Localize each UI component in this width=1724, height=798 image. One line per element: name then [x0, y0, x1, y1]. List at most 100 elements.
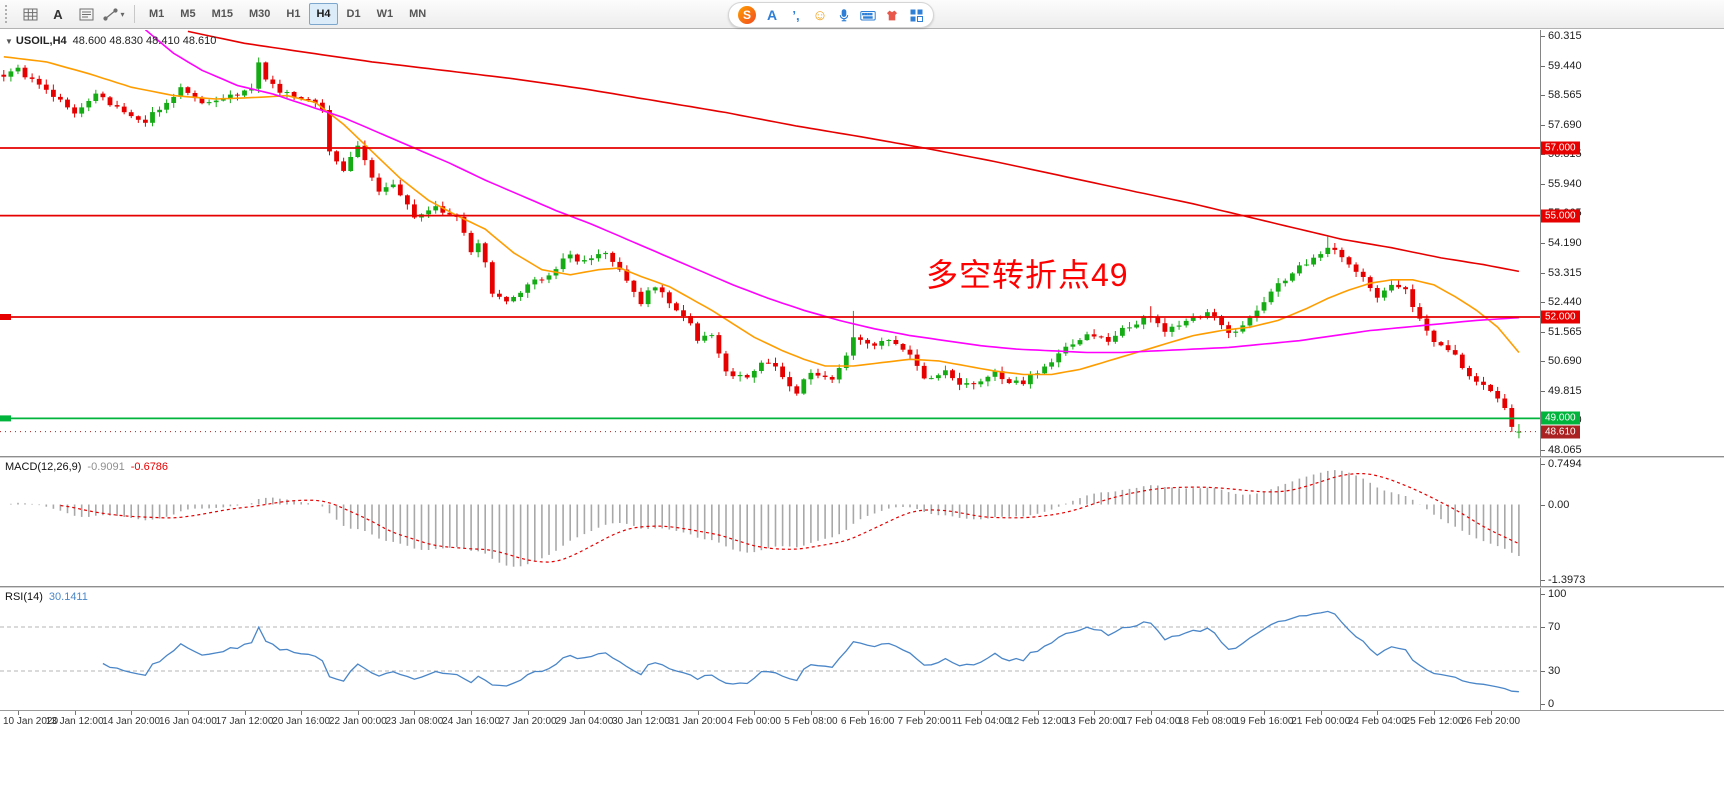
- hline-price-tag[interactable]: 57.000: [1541, 141, 1580, 155]
- macd-signal-value: -0.6786: [130, 461, 169, 473]
- timeframe-h1[interactable]: H1: [286, 8, 301, 20]
- chart-pane: ▼ USOIL,H4 48.600 48.830 48.410 48.610 多空转…: [0, 30, 1724, 456]
- label-a-icon[interactable]: A: [53, 6, 63, 22]
- draw-tools-icon[interactable]: ▾: [101, 2, 127, 26]
- chart-text-annotation[interactable]: 多空转折点49: [926, 257, 1129, 293]
- time-tick-mark: [357, 711, 359, 715]
- hline-price-tag[interactable]: 52.000: [1541, 310, 1580, 324]
- rsi-canvas[interactable]: [0, 588, 1540, 710]
- time-tick-mark: [527, 711, 529, 715]
- lang-en-icon[interactable]: A: [766, 7, 778, 23]
- time-label: 11 Feb 04:00: [951, 716, 1010, 727]
- time-tick-mark: [18, 711, 19, 715]
- pane-splitter[interactable]: [0, 586, 1724, 588]
- time-label: 22 Jan 00:00: [328, 716, 387, 727]
- time-tick-mark: [980, 711, 982, 715]
- time-label: 23 Jan 08:00: [385, 716, 444, 727]
- price-tick-label: 57.690: [1548, 118, 1582, 131]
- time-label: 13 Feb 20:00: [1064, 716, 1124, 727]
- rsi-tick-mark: [1541, 594, 1545, 595]
- timeframe-w1[interactable]: W1: [376, 8, 394, 20]
- keyboard-icon[interactable]: [860, 6, 876, 24]
- timeframe-h4[interactable]: H4: [309, 3, 338, 25]
- price-tick-label: 59.440: [1548, 59, 1582, 72]
- mic-icon[interactable]: [836, 6, 852, 24]
- time-label: 24 Feb 04:00: [1347, 716, 1407, 727]
- timeframe-mn[interactable]: MN: [409, 8, 427, 20]
- macd-pane: MACD(12,26,9) -0.9091 -0.6786 0.7494 0.00 -1…: [0, 458, 1724, 586]
- bid-price-tag: 48.610: [1541, 425, 1580, 439]
- macd-tick-label: 0.00: [1548, 498, 1570, 511]
- chart-grid-icon[interactable]: [17, 2, 43, 26]
- time-axis[interactable]: 10 Jan 2020 13 Jan 12:00 14 Jan 20:00 16 Ja…: [0, 710, 1724, 732]
- time-tick-mark: [1490, 711, 1492, 715]
- time-tick-mark: [754, 711, 756, 715]
- timeframe-m1[interactable]: M1: [149, 8, 165, 20]
- time-tick-mark: [1377, 711, 1379, 715]
- hline-price-tag[interactable]: 49.000: [1541, 411, 1580, 425]
- macd-plot[interactable]: MACD(12,26,9) -0.9091 -0.6786: [0, 458, 1541, 586]
- time-tick-mark: [1150, 711, 1152, 715]
- hline-price-tag[interactable]: 55.000: [1541, 209, 1580, 223]
- punctuation-icon[interactable]: ’,: [792, 7, 800, 23]
- time-tick-mark: [1264, 711, 1265, 715]
- macd-tick-mark: [1541, 580, 1545, 581]
- toolbox-icon[interactable]: [908, 6, 924, 24]
- timeframe-d1[interactable]: D1: [346, 8, 361, 20]
- time-tick-mark: [924, 711, 926, 715]
- rsi-pane: RSI(14) 30.1411 100 70 30 0: [0, 588, 1724, 710]
- macd-label: MACD(12,26,9) -0.9091 -0.6786: [5, 461, 168, 473]
- price-tick-mark: [1541, 390, 1545, 392]
- time-tick-mark: [471, 711, 473, 715]
- time-label: 29 Jan 04:00: [555, 716, 614, 727]
- rsi-tick-mark: [1541, 704, 1545, 705]
- time-label: 5 Feb 08:00: [784, 716, 838, 727]
- price-axis[interactable]: 60.31559.44058.56557.69056.81555.94055.0…: [1541, 30, 1724, 456]
- timeframe-m15[interactable]: M15: [211, 8, 233, 20]
- rsi-tick-mark: [1541, 671, 1545, 672]
- price-tick-mark: [1541, 361, 1545, 363]
- time-label: 17 Feb 04:00: [1121, 716, 1181, 727]
- symbol-dropdown-icon[interactable]: ▼: [5, 37, 13, 46]
- skin-icon[interactable]: [884, 6, 900, 24]
- chart-plot[interactable]: ▼ USOIL,H4 48.600 48.830 48.410 48.610 多空转…: [0, 30, 1541, 456]
- time-label: 25 Feb 12:00: [1404, 716, 1464, 727]
- pane-splitter[interactable]: [0, 456, 1724, 458]
- price-tick-mark: [1541, 302, 1545, 304]
- timeframe-m5[interactable]: M5: [180, 8, 196, 20]
- price-tick-mark: [1541, 154, 1545, 156]
- time-tick-mark: [810, 711, 812, 715]
- chevron-down-icon: ▾: [120, 9, 125, 19]
- macd-main-value: -0.9091: [87, 461, 125, 473]
- macd-scale: 0.7494 0.00 -1.3973: [1541, 458, 1724, 586]
- candlestick-canvas[interactable]: [0, 30, 1540, 456]
- toolbar-grip[interactable]: [5, 5, 11, 23]
- price-tick-mark: [1541, 95, 1545, 97]
- time-tick-mark: [867, 711, 869, 715]
- time-label: 26 Feb 20:00: [1461, 716, 1521, 727]
- timeframe-m30[interactable]: M30: [248, 8, 271, 20]
- emoji-icon[interactable]: ☺: [812, 6, 828, 24]
- time-tick-mark: [1094, 711, 1096, 715]
- price-tick-label: 49.815: [1548, 384, 1582, 397]
- rsi-plot[interactable]: RSI(14) 30.1411: [0, 588, 1541, 710]
- time-tick-mark: [187, 711, 189, 715]
- time-label: 24 Jan 16:00: [442, 716, 501, 727]
- time-label: 14 Jan 20:00: [102, 716, 161, 727]
- chart-ohlc-values: 48.600 48.830 48.410 48.610: [72, 35, 217, 47]
- time-label: 16 Jan 04:00: [158, 716, 217, 727]
- price-tick-label: 55.940: [1548, 177, 1582, 190]
- text-frame-icon[interactable]: [73, 2, 99, 26]
- time-label: 18 Feb 08:00: [1177, 716, 1237, 727]
- sogou-logo-icon[interactable]: S: [738, 6, 756, 24]
- time-label: 6 Feb 16:00: [840, 716, 895, 727]
- time-label: 12 Feb 12:00: [1008, 716, 1067, 727]
- time-tick-mark: [131, 711, 133, 715]
- time-tick-mark: [641, 711, 642, 715]
- rsi-label: RSI(14) 30.1411: [5, 591, 88, 603]
- macd-canvas[interactable]: [0, 458, 1540, 586]
- time-label: 17 Jan 12:00: [215, 716, 274, 727]
- time-tick-mark: [1207, 711, 1209, 715]
- time-tick-mark: [1434, 711, 1435, 715]
